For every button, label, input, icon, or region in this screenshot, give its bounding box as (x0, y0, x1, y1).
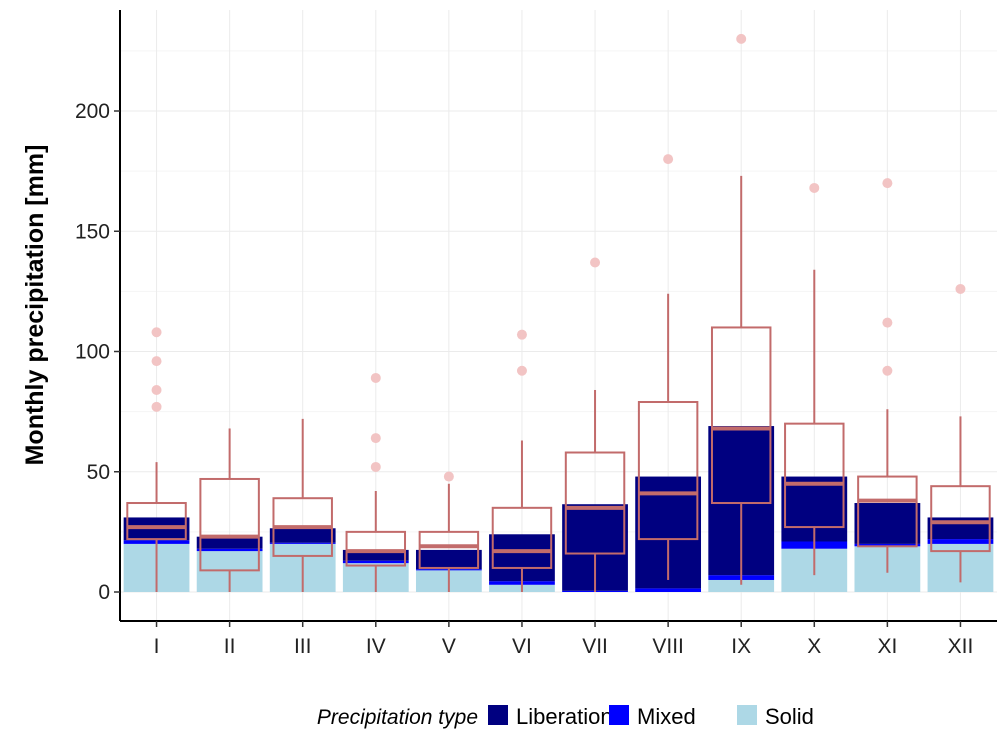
legend-key-solid (737, 705, 757, 725)
x-tick-label: V (442, 635, 456, 658)
outlier-IV (370, 372, 381, 383)
bar-solid-IX (708, 579, 775, 592)
outlier-XI (882, 365, 893, 376)
x-tick-label: IX (731, 635, 751, 658)
outlier-I (151, 384, 162, 395)
box-VIII (637, 401, 699, 541)
bar-liberation-III (269, 528, 336, 543)
x-tick-label: XI (877, 635, 897, 658)
x-tick-label: X (807, 635, 821, 658)
outlier-VIII (663, 154, 674, 165)
legend-label-solid: Solid (765, 704, 814, 729)
outlier-I (151, 401, 162, 412)
y-tick-label: 50 (87, 461, 110, 484)
bar-mixed-IV (342, 560, 409, 564)
bar-mixed-III (269, 542, 336, 544)
x-tick-label: II (224, 635, 236, 658)
box-I (126, 502, 187, 541)
x-tick-label: XII (948, 635, 974, 658)
outlier-IX (736, 33, 747, 44)
y-tick-label: 200 (75, 100, 110, 123)
bar-liberation-V (415, 549, 482, 570)
boxplots (126, 33, 991, 592)
x-tick-label: VII (582, 635, 608, 658)
bar-liberation-II (196, 536, 263, 549)
outlier-VI (516, 365, 527, 376)
bar-mixed-XI (854, 543, 921, 547)
legend-key-mixed (609, 705, 629, 725)
stacked-bars (123, 426, 994, 592)
x-tick-label: VI (512, 635, 532, 658)
box-X (784, 422, 845, 529)
legend-label-liberation: Liberation (516, 704, 613, 729)
outlier-XI (882, 178, 893, 189)
y-tick-label: 150 (75, 220, 110, 243)
outlier-XII (955, 283, 966, 294)
x-tick-label: III (294, 635, 312, 658)
bar-mixed-II (196, 548, 263, 552)
outlier-IV (370, 433, 381, 444)
x-tick-label: IV (366, 635, 386, 658)
y-tick-label: 100 (75, 341, 110, 364)
x-tick-label: I (154, 635, 160, 658)
outlier-VI (516, 329, 527, 340)
bar-mixed-VIII (635, 588, 702, 592)
x-tick-label: VIII (652, 635, 684, 658)
box-II (199, 477, 260, 572)
legend-label-mixed: Mixed (637, 704, 696, 729)
box-XI (857, 475, 918, 548)
outlier-XI (882, 317, 893, 328)
legend-title: Precipitation type (317, 706, 478, 729)
bar-mixed-XII (927, 539, 994, 544)
box-IV (345, 530, 407, 567)
bar-liberation-XI (854, 503, 921, 544)
box-VI (491, 506, 553, 569)
y-axis-title: Monthly precipitation [mm] (21, 145, 49, 466)
outlier-VII (590, 257, 601, 268)
outlier-V (443, 471, 454, 482)
outlier-I (151, 327, 162, 338)
box-V (418, 530, 480, 569)
outlier-IV (370, 461, 381, 472)
bar-liberation-IV (342, 549, 409, 561)
y-tick-label: 0 (98, 581, 110, 604)
box-VII (564, 451, 626, 555)
box-XII (930, 485, 991, 553)
legend: Precipitation type Liberation Mixed Solid (317, 704, 814, 729)
outlier-I (151, 356, 162, 367)
legend-key-liberation (488, 705, 508, 725)
box-IX (710, 326, 772, 505)
outlier-X (809, 182, 820, 193)
